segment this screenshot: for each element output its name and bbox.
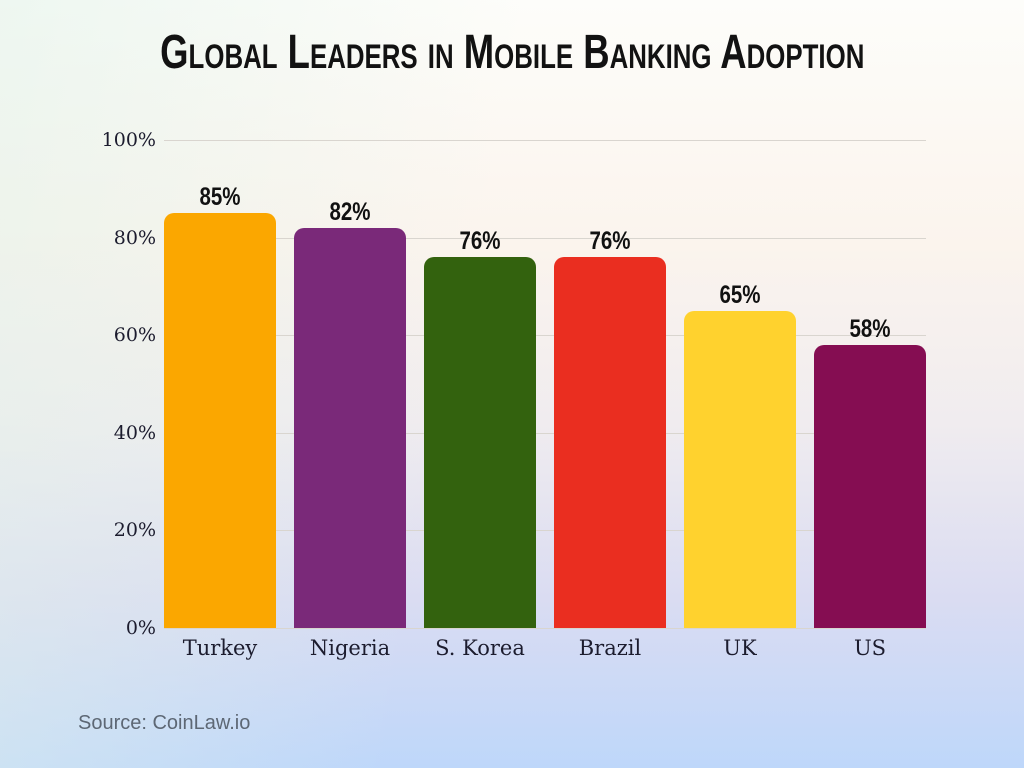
- ytick-label-20: 20%: [113, 519, 156, 542]
- bar-value-nigeria: 82%: [285, 198, 415, 227]
- gridline-40: [164, 432, 926, 434]
- bar-us: [814, 344, 926, 628]
- gridline-60: [164, 335, 926, 337]
- bar-turkey: [164, 213, 276, 628]
- source-note: Source: CoinLaw.io: [78, 712, 251, 734]
- chart-title-text: Global Leaders in Mobile Banking Adoptio…: [159, 26, 865, 79]
- plot-area: [164, 140, 926, 629]
- ytick-label-100: 100%: [101, 129, 156, 151]
- chart-title: Global Leaders in Mobile Banking Adoptio…: [0, 26, 1024, 80]
- ytick-label-40: 40%: [113, 421, 156, 444]
- ytick-label-0: 0%: [125, 617, 156, 639]
- ytick-label-60: 60%: [113, 324, 156, 347]
- gridline-100: [164, 140, 926, 141]
- gridline-20: [164, 530, 926, 532]
- bar-value-text-turkey: 85%: [199, 183, 241, 212]
- bar-value-text-s-korea: 76%: [459, 227, 501, 256]
- xtick-label-s-korea: S. Korea: [435, 636, 525, 660]
- bar-value-uk: 65%: [675, 281, 805, 310]
- gridline-0: [164, 628, 926, 629]
- ytick-label-80: 80%: [113, 226, 156, 249]
- bar-uk: [684, 310, 796, 628]
- xtick-label-nigeria: Nigeria: [309, 636, 391, 660]
- bar-value-text-uk: 65%: [719, 280, 761, 309]
- bar-value-us: 58%: [805, 315, 935, 344]
- xtick-label-us: US: [853, 636, 887, 660]
- bar-brazil: [554, 257, 666, 628]
- bar-value-text-us: 58%: [849, 314, 891, 343]
- bar-value-brazil: 76%: [545, 227, 675, 256]
- bar-value-text-nigeria: 82%: [329, 197, 371, 226]
- xtick-label-brazil: Brazil: [578, 636, 642, 660]
- bar-value-s-korea: 76%: [415, 227, 545, 256]
- bar-s-korea: [424, 257, 536, 628]
- bar-nigeria: [294, 227, 406, 628]
- gridline-80: [164, 237, 926, 239]
- bar-value-turkey: 85%: [155, 183, 285, 212]
- bar-value-text-brazil: 76%: [589, 227, 631, 256]
- xtick-label-turkey: Turkey: [182, 636, 258, 660]
- xtick-label-uk: UK: [723, 636, 757, 660]
